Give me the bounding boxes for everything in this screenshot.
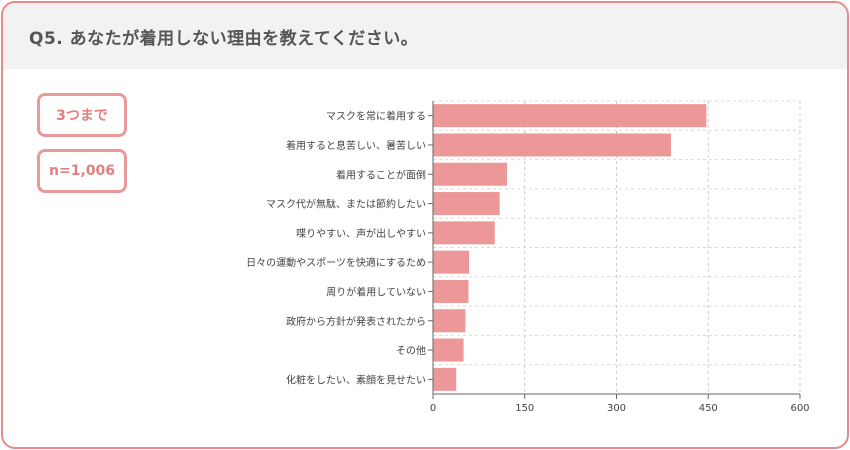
bar <box>433 221 495 245</box>
sample-size-badge: n=1,006 <box>37 149 127 193</box>
bar <box>433 309 466 333</box>
category-label: 政府から方針が発表されたから <box>286 315 426 328</box>
category-label: 周りが着用していない <box>326 285 426 298</box>
bar <box>433 279 469 303</box>
bar <box>433 104 707 128</box>
x-tick-label: 450 <box>699 403 718 414</box>
bar <box>433 250 470 274</box>
x-tick-label: 300 <box>607 403 626 414</box>
x-tick-label: 600 <box>790 403 809 414</box>
x-tick-label: 0 <box>430 403 436 414</box>
category-label: 着用すると息苦しい、暑苦しい <box>286 139 426 152</box>
category-label: 着用することが面倒 <box>336 168 426 181</box>
limit-badge: 3つまで <box>37 93 127 137</box>
category-label: 化粧をしたい、素顔を見せたい <box>286 373 426 386</box>
category-label: マスクを常に着用する <box>326 110 426 123</box>
bar <box>433 192 500 216</box>
category-label: 日々の運動やスポーツを快適にするため <box>246 256 426 269</box>
category-label: マスク代が無駄、または節約したい <box>266 198 426 211</box>
bar <box>433 367 457 391</box>
bar <box>433 162 508 186</box>
question-header: Q5. あなたが着用しない理由を教えてください。 <box>3 3 847 69</box>
category-label: 喋りやすい、声が出しやすい <box>296 227 426 240</box>
category-label: その他 <box>396 344 426 357</box>
x-tick-label: 150 <box>515 403 534 414</box>
bar <box>433 133 671 157</box>
bar <box>433 338 464 362</box>
question-title: Q5. あなたが着用しない理由を教えてください。 <box>29 28 419 49</box>
